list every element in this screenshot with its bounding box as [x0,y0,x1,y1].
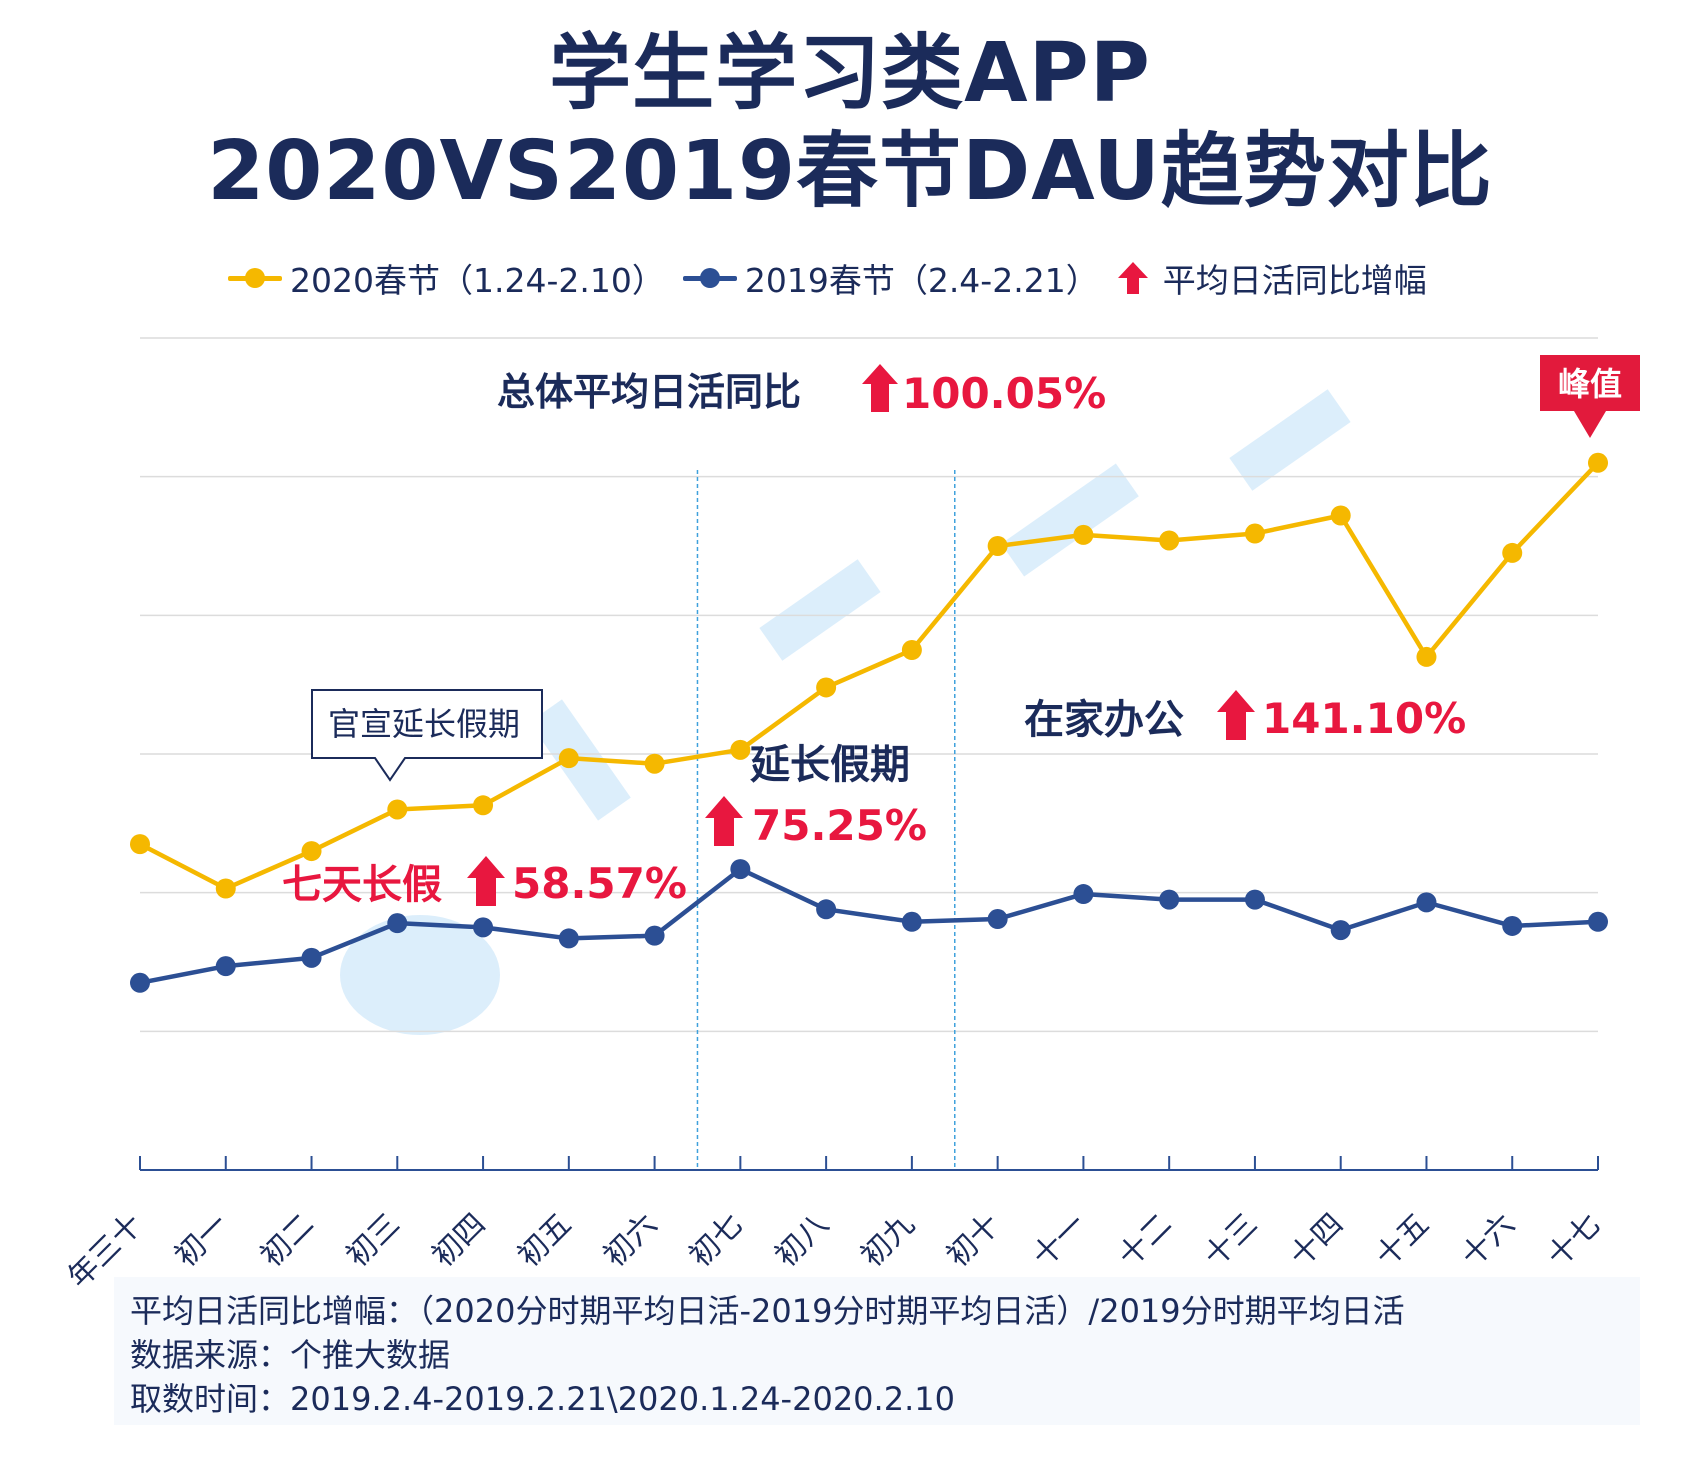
footnote-period: 取数时间：2019.2.4-2019.2.21\2020.1.24-2020.2… [130,1380,955,1418]
legend-label-2020: 2020春节（1.24-2.10） [290,261,665,300]
up-arrow-icon [1217,690,1255,740]
data-point-2019 [215,956,236,977]
overall-value: 100.05% [902,369,1106,418]
x-tick-label: 十二 [1112,1207,1179,1274]
up-arrow-icon [467,856,505,906]
up-arrow-icon [1117,262,1148,294]
x-tick-label: 十七 [1540,1207,1607,1274]
x-tick-label: 十一 [1026,1207,1093,1274]
gridlines [140,337,1598,1033]
x-tick-label: 初六 [597,1207,664,1274]
footnote-box: 平均日活同比增幅：（2020分时期平均日活-2019分时期平均日活）/2019分… [114,1277,1640,1425]
legend-item-2019: 2019春节（2.4-2.21） [682,254,1099,302]
data-point-2019 [901,911,922,932]
x-tick-label: 初五 [511,1207,578,1274]
legend-item-2020: 2020春节（1.24-2.10） [228,254,665,302]
legend-label-growth: 平均日活同比增幅 [1162,261,1427,300]
data-point-2020 [644,753,665,774]
footnote-source: 数据来源：个推大数据 [130,1336,451,1374]
data-point-2019 [387,913,408,934]
data-point-2020 [558,748,579,769]
official-callout: 官宣延长假期 [311,689,543,782]
peak-badge-text: 峰值 [1558,365,1622,403]
x-tick-label: 十五 [1369,1207,1436,1274]
data-point-2020 [1330,505,1351,526]
seven-day-label: 七天长假 [282,862,442,908]
extended-value: 75.25% [752,801,927,850]
extended-label: 延长假期 [750,742,910,788]
data-point-2020 [387,799,408,820]
peak-badge: 峰值 [1540,355,1640,438]
data-point-2019 [1588,911,1608,932]
up-arrow-icon [705,796,743,846]
x-tick-label: 初十 [940,1207,1007,1274]
official-callout-text: 官宣延长假期 [328,705,520,743]
data-point-2020 [215,878,236,899]
chart-title-line1: 学生学习类APP [549,26,1151,121]
data-point-2019 [1073,884,1094,905]
data-point-2020 [987,536,1008,556]
series-layer [130,452,1608,993]
data-point-2019 [473,917,494,938]
x-tick-label: 初三 [340,1207,407,1274]
data-point-2020 [1073,524,1094,545]
data-point-2020 [901,640,922,660]
data-point-2019 [558,928,579,949]
x-tick-label: 初一 [168,1207,235,1274]
data-point-2020 [816,677,837,698]
data-point-2019 [130,972,150,993]
legend: 2020春节（1.24-2.10） 2019春节（2.4-2.21） 平均日活同… [228,252,1445,304]
x-tick-label: 十三 [1197,1207,1264,1274]
data-point-2020 [1588,452,1608,473]
data-point-2019 [1244,889,1265,910]
home-annotation: 在家办公 141.10% [1024,690,1466,743]
x-tick-label: 十四 [1283,1207,1350,1274]
series-line-2019 [139,866,1599,986]
seven-day-value: 58.57% [512,859,687,908]
x-tick-label: 初四 [426,1207,493,1274]
extended-annotation: 延长假期 75.25% [705,742,927,850]
seven-day-annotation: 七天长假 58.57% [282,856,687,908]
period-dividers [696,470,956,1168]
chart-title-line2: 2020VS2019春节DAU趋势对比 [207,124,1493,219]
up-arrow-icon [862,364,898,412]
legend-swatch-2020 [228,266,282,290]
footnote-formula: 平均日活同比增幅：（2020分时期平均日活-2019分时期平均日活）/2019分… [130,1292,1405,1330]
x-tick-label: 初九 [854,1207,921,1274]
data-point-2019 [816,899,837,920]
data-point-2019 [730,859,751,880]
overall-label: 总体平均日活同比 [497,370,801,414]
data-point-2020 [730,739,751,760]
x-tick-label: 初八 [769,1207,836,1274]
series-line-2020 [138,461,1600,891]
home-value: 141.10% [1262,694,1466,743]
data-point-2019 [644,925,665,946]
legend-item-growth: 平均日活同比增幅 [1117,254,1427,302]
x-tick-label: 初二 [254,1207,321,1274]
x-tick-label: 初七 [683,1207,750,1274]
data-point-2019 [1159,889,1180,910]
data-point-2019 [1502,915,1523,936]
data-point-2020 [1244,523,1265,544]
data-point-2019 [987,909,1008,930]
x-axis [139,1156,1599,1171]
data-point-2020 [130,834,150,855]
data-point-2019 [301,947,322,968]
overall-annotation: 总体平均日活同比 100.05% [497,364,1106,418]
x-tick-label: 十六 [1455,1207,1522,1274]
legend-label-2019: 2019春节（2.4-2.21） [744,261,1099,300]
home-label: 在家办公 [1024,697,1184,743]
data-point-2019 [1416,892,1437,913]
data-point-2020 [1502,542,1523,563]
data-point-2019 [1330,920,1351,941]
data-point-2020 [473,795,494,816]
data-point-2020 [1416,646,1437,667]
data-point-2020 [301,841,322,862]
data-point-2020 [1159,530,1180,551]
legend-swatch-2019 [682,266,737,290]
